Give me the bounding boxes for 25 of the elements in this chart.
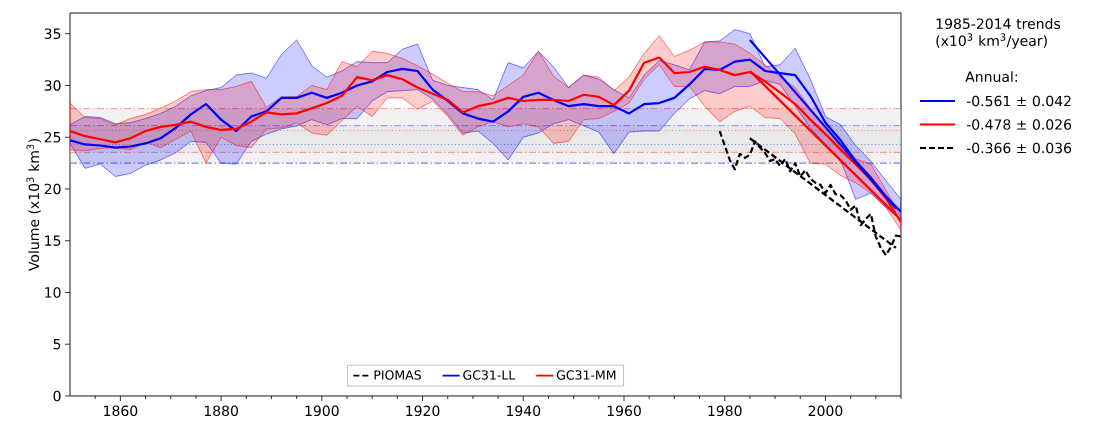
x-tick-label: 1880 xyxy=(204,405,238,417)
legend-label: GC31-MM xyxy=(556,370,616,380)
y-tick-label: 15 xyxy=(45,235,61,246)
y-tick-label: 0 xyxy=(53,390,61,402)
text: 1985-2014 trends (x10$^{3}$ km$^{3}$/year) xyxy=(936,18,1061,49)
y-axis-title: Volume (x10$^{3}$ km$^{3}$) xyxy=(26,139,41,271)
text: Annual: xyxy=(965,71,1017,83)
x-tick-label: 1960 xyxy=(607,405,641,417)
y-tick-label: 10 xyxy=(45,287,61,298)
x-tick-label: 2000 xyxy=(808,405,843,417)
text: -0.561 ± 0.042 xyxy=(966,95,1071,107)
x-tick-label: 1860 xyxy=(104,405,138,417)
legend-label: PIOMAS xyxy=(374,370,421,380)
y-tick-label: 5 xyxy=(53,339,61,350)
y-tick-label: 35 xyxy=(44,28,61,39)
y-tick-label: 25 xyxy=(44,131,61,143)
legend-label: GC31-LL xyxy=(463,370,516,380)
x-tick-label: 1900 xyxy=(305,405,339,417)
text: -0.366 ± 0.036 xyxy=(966,142,1072,154)
y-tick-label: 30 xyxy=(44,80,61,91)
text: -0.478 ± 0.026 xyxy=(966,119,1072,130)
x-tick-label: 1940 xyxy=(507,405,541,417)
x-tick-label: 1920 xyxy=(406,405,440,417)
y-tick-label: 20 xyxy=(44,183,61,195)
x-tick-label: 1980 xyxy=(708,405,742,417)
